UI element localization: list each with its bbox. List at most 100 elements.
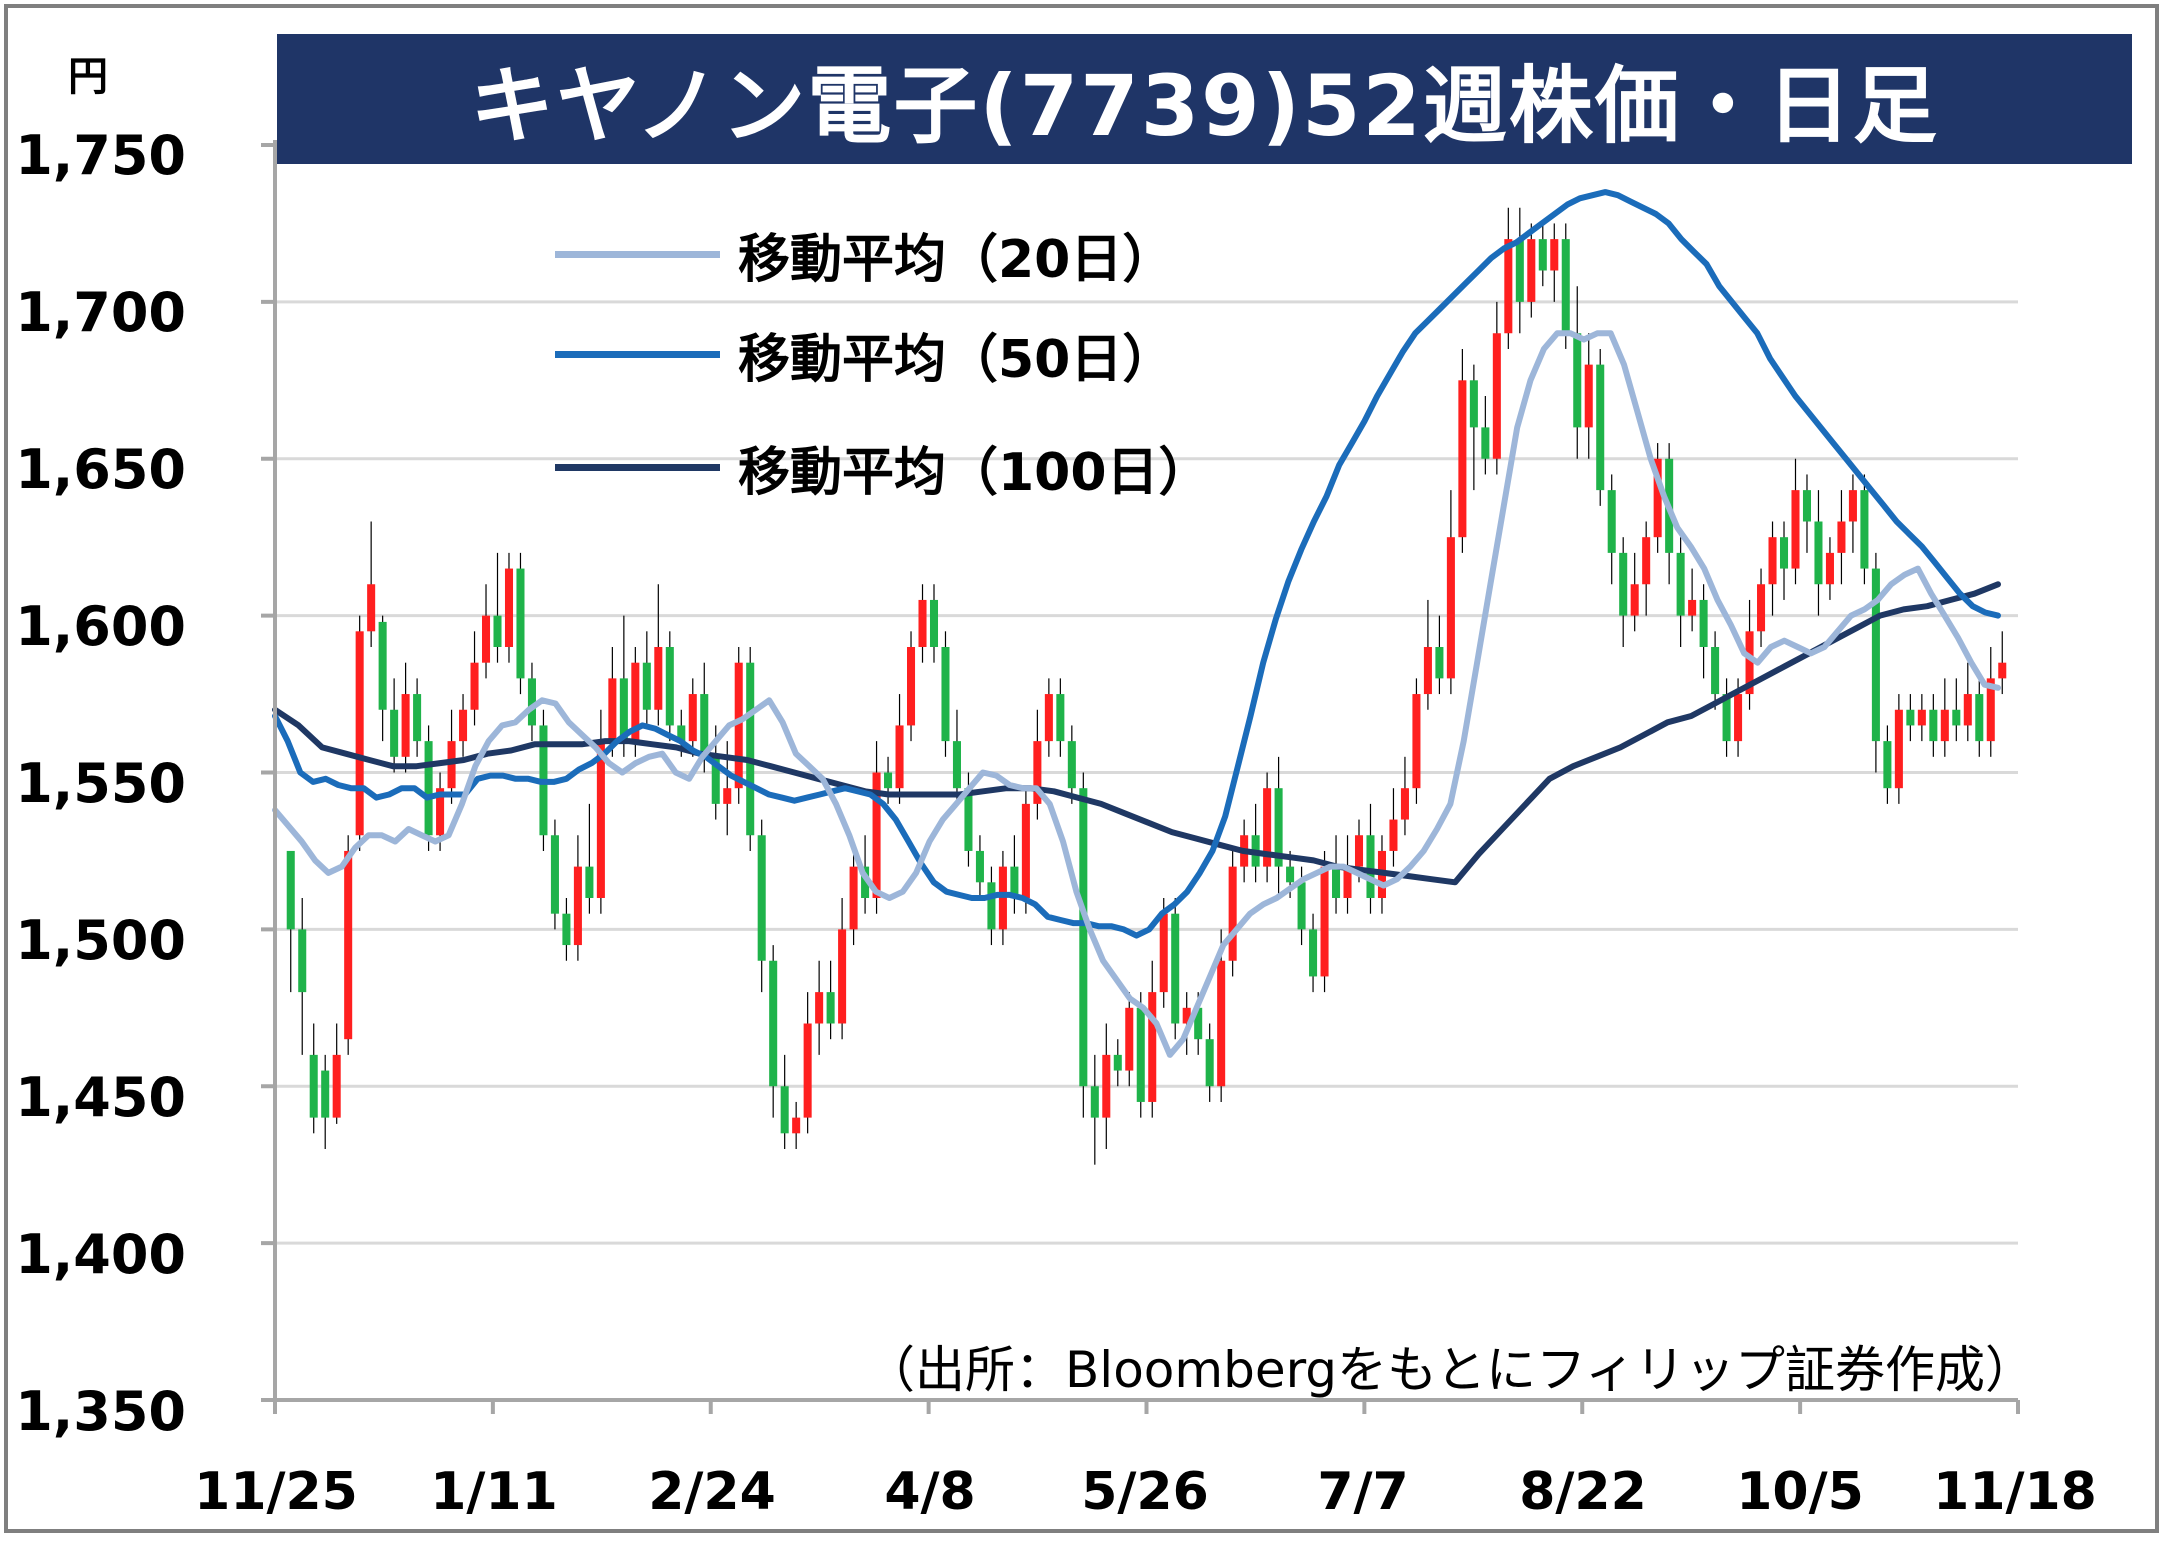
- candle-body: [1102, 1054, 1111, 1118]
- candle-body: [1768, 537, 1777, 585]
- candle-body: [470, 662, 479, 710]
- candle-body: [1194, 1007, 1203, 1040]
- candle-body: [1906, 709, 1915, 726]
- candle-body: [895, 725, 904, 789]
- candle-body: [550, 835, 559, 914]
- candle-body: [1699, 599, 1708, 647]
- candle-body: [826, 992, 835, 1024]
- candle-body: [1676, 552, 1685, 616]
- legend-item-ma100: 移動平均（100日）: [555, 427, 1211, 507]
- candle-body: [321, 1070, 330, 1118]
- y-tick-label: 1,700: [15, 281, 186, 344]
- candle-body: [907, 647, 916, 726]
- candle-body: [1607, 490, 1616, 553]
- candle-body: [872, 772, 881, 898]
- candle-body: [1688, 599, 1697, 616]
- candle-body: [998, 866, 1007, 930]
- y-tick-label: 1,500: [15, 909, 186, 972]
- candle-body: [941, 647, 950, 742]
- candle-body: [1653, 458, 1662, 538]
- chart-title: キヤノン電子(7739)52週株価・日足: [277, 34, 2132, 164]
- candle-body: [849, 866, 858, 930]
- candle-body: [378, 621, 387, 710]
- candle-body: [562, 913, 571, 946]
- candle-body: [1435, 647, 1444, 679]
- candle-body: [1573, 333, 1582, 428]
- candle-body: [975, 850, 984, 883]
- candle-body: [642, 662, 651, 710]
- ma-line: [272, 189, 2001, 939]
- candle-body: [1056, 694, 1065, 742]
- candle-body: [803, 1023, 812, 1118]
- x-tick-label: 2/24: [648, 1462, 776, 1522]
- legend-label: 移動平均（100日）: [738, 442, 1211, 503]
- candle-body: [1894, 709, 1903, 789]
- candle-body: [527, 678, 536, 726]
- candle-body: [355, 631, 364, 836]
- candle-body: [1412, 694, 1421, 789]
- y-tick-label: 1,450: [15, 1066, 186, 1129]
- legend-label: 移動平均（50日）: [738, 329, 1175, 390]
- y-tick-label: 1,350: [15, 1380, 186, 1443]
- candle-body: [493, 615, 502, 647]
- candle-body: [1734, 694, 1743, 742]
- candle-body: [1182, 1007, 1191, 1024]
- candle-body: [1515, 239, 1524, 302]
- candle-body: [746, 662, 755, 836]
- candle-body: [1343, 866, 1352, 898]
- candle-body: [1584, 364, 1593, 428]
- candle-body: [1469, 380, 1478, 428]
- candle-body: [1090, 1086, 1099, 1118]
- candle-body: [1814, 521, 1823, 585]
- candle-body: [929, 599, 939, 647]
- y-axis-unit: 円: [68, 54, 108, 100]
- candle-body: [1033, 741, 1042, 804]
- legend-swatch: [555, 250, 720, 258]
- candle-body: [1228, 866, 1237, 961]
- candle-body: [344, 850, 353, 1040]
- candle-body: [1504, 239, 1513, 334]
- y-tick-label: 1,600: [15, 595, 186, 658]
- candle-body: [631, 662, 640, 742]
- candle-body: [1825, 552, 1834, 585]
- grid-lines: [275, 143, 2018, 1245]
- candle-body: [1630, 584, 1639, 616]
- candle-body: [1883, 741, 1892, 789]
- candle-body: [1136, 1007, 1145, 1102]
- candle-body: [1860, 490, 1869, 569]
- candle-body: [1711, 647, 1720, 695]
- candle-body: [987, 882, 996, 930]
- legend-item-ma50: 移動平均（50日）: [555, 314, 1174, 394]
- candle-body: [1596, 364, 1605, 491]
- candle-body: [1010, 866, 1019, 898]
- candle-body: [1848, 490, 1857, 522]
- candle-body: [1550, 239, 1559, 271]
- ma-line: [272, 581, 2001, 886]
- legend-item-ma20: 移動平均（20日）: [555, 214, 1174, 294]
- candle-body: [1458, 380, 1467, 538]
- candle-body: [1263, 788, 1272, 867]
- candle-body: [665, 647, 674, 726]
- x-tick-label: 7/7: [1317, 1462, 1409, 1522]
- candle-body: [1113, 1054, 1122, 1071]
- x-tick-label: 5/26: [1081, 1462, 1209, 1522]
- candle-body: [332, 1054, 341, 1118]
- candle-body: [1274, 788, 1283, 867]
- candle-body: [815, 992, 824, 1024]
- candle-body: [1332, 866, 1341, 898]
- candle-body: [1366, 835, 1375, 898]
- candle-body: [734, 662, 743, 789]
- candle-body: [1963, 694, 1972, 726]
- candle-body: [286, 850, 295, 930]
- candle-body: [1837, 521, 1846, 553]
- candle-body: [459, 709, 468, 742]
- candle-body: [654, 647, 663, 710]
- x-tick-label: 11/18: [1933, 1462, 2097, 1522]
- candle-body: [1320, 866, 1329, 977]
- candle-body: [952, 741, 961, 789]
- candle-body: [964, 788, 973, 851]
- candle-body: [884, 772, 893, 789]
- candle-body: [1286, 866, 1295, 883]
- candle-body: [1446, 537, 1455, 679]
- legend-label: 移動平均（20日）: [738, 229, 1175, 290]
